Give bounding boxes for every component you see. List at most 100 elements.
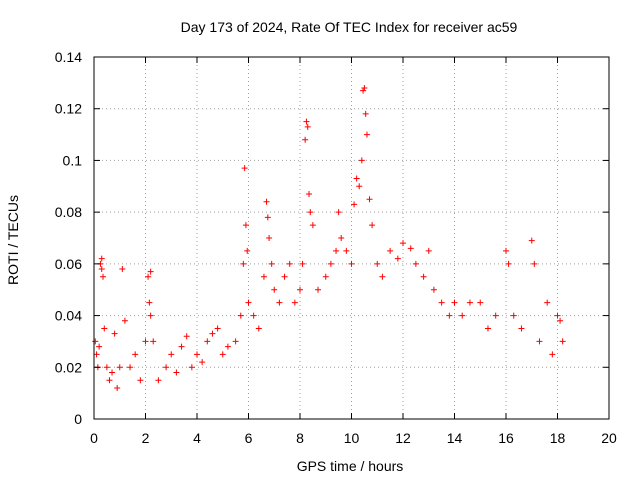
y-tick-label: 0.04 xyxy=(55,308,82,324)
data-point xyxy=(327,260,334,267)
data-point xyxy=(557,317,564,324)
data-point xyxy=(303,118,310,125)
data-point xyxy=(266,235,273,241)
y-tick-label: 0 xyxy=(74,411,82,427)
data-point xyxy=(297,286,303,293)
x-tick-label: 0 xyxy=(90,430,98,446)
data-point xyxy=(484,325,491,332)
x-axis-label: GPS time / hours xyxy=(297,458,404,474)
data-point xyxy=(351,201,358,208)
data-point xyxy=(420,273,427,280)
data-point xyxy=(554,312,561,319)
x-tick-label: 10 xyxy=(344,430,360,446)
data-point xyxy=(232,338,239,345)
data-point xyxy=(286,260,293,267)
data-point xyxy=(477,299,484,306)
data-point xyxy=(518,325,525,332)
data-point xyxy=(353,175,360,182)
data-point xyxy=(127,364,134,371)
data-point xyxy=(263,198,270,205)
chart-title: Day 173 of 2024, Rate Of TEC Index for r… xyxy=(181,19,518,35)
data-point xyxy=(335,209,342,216)
data-point xyxy=(132,351,139,358)
data-point xyxy=(281,273,288,280)
data-point xyxy=(430,286,437,293)
data-point xyxy=(155,377,162,384)
data-point xyxy=(168,351,175,358)
data-point xyxy=(536,338,543,345)
data-point xyxy=(361,85,368,92)
data-point xyxy=(163,364,170,371)
data-point xyxy=(214,325,221,332)
data-point xyxy=(103,364,110,371)
data-point xyxy=(544,299,551,306)
data-point xyxy=(98,266,105,273)
data-point xyxy=(146,299,153,306)
data-point xyxy=(304,123,311,130)
data-point xyxy=(100,273,107,280)
data-point xyxy=(306,191,313,198)
y-tick-label: 0.14 xyxy=(55,49,82,65)
data-point xyxy=(183,333,190,340)
data-point xyxy=(245,299,252,306)
data-point xyxy=(224,343,231,350)
data-point xyxy=(150,338,157,345)
data-point xyxy=(237,312,244,319)
data-point xyxy=(271,286,278,293)
data-point xyxy=(531,260,538,267)
data-point xyxy=(374,260,381,267)
data-point xyxy=(147,268,154,275)
data-point xyxy=(348,260,355,267)
axis-ticks xyxy=(93,56,610,420)
data-point xyxy=(360,87,367,94)
data-point xyxy=(137,377,144,384)
y-tick-label: 0.12 xyxy=(55,101,82,117)
data-points xyxy=(92,85,566,391)
data-point xyxy=(400,240,406,247)
data-point xyxy=(106,377,113,384)
y-tick-labels: 0 0.02 0.04 0.06 0.08 0.1 0.12 0.14 xyxy=(55,49,82,427)
data-point xyxy=(173,369,180,376)
data-point xyxy=(188,364,195,371)
data-point xyxy=(505,260,512,267)
data-point xyxy=(379,273,386,280)
data-point xyxy=(111,330,118,337)
data-point xyxy=(299,260,306,267)
data-point xyxy=(322,273,329,280)
data-point xyxy=(119,266,126,273)
data-point xyxy=(363,131,370,138)
y-tick-label: 0.08 xyxy=(55,204,82,220)
data-point xyxy=(242,222,249,229)
x-tick-label: 16 xyxy=(498,430,514,446)
data-point xyxy=(219,351,226,358)
grid-lines xyxy=(94,57,609,419)
data-point xyxy=(366,196,373,203)
data-point xyxy=(121,317,128,324)
data-point xyxy=(302,136,309,143)
data-point xyxy=(204,338,211,345)
data-point xyxy=(451,299,458,306)
data-point xyxy=(307,209,314,216)
x-tick-label: 20 xyxy=(601,430,617,446)
data-point xyxy=(209,330,216,337)
y-tick-label: 0.06 xyxy=(55,256,82,272)
data-point xyxy=(492,312,499,319)
data-point xyxy=(333,247,340,254)
data-point xyxy=(407,245,414,252)
data-point xyxy=(109,369,116,376)
data-point xyxy=(343,247,350,254)
data-point xyxy=(528,237,535,244)
x-tick-label: 4 xyxy=(193,430,201,446)
data-point xyxy=(116,364,123,371)
data-point xyxy=(459,312,466,319)
data-point xyxy=(309,222,316,229)
data-point xyxy=(240,260,247,267)
y-axis-label: ROTI / TECUs xyxy=(5,195,21,285)
data-point xyxy=(425,247,432,254)
data-point xyxy=(250,312,257,319)
x-tick-labels: 0 2 4 6 8 10 12 14 16 18 20 xyxy=(90,430,617,446)
data-point xyxy=(145,273,152,280)
y-tick-label: 0.02 xyxy=(55,359,82,375)
data-point xyxy=(394,255,401,262)
